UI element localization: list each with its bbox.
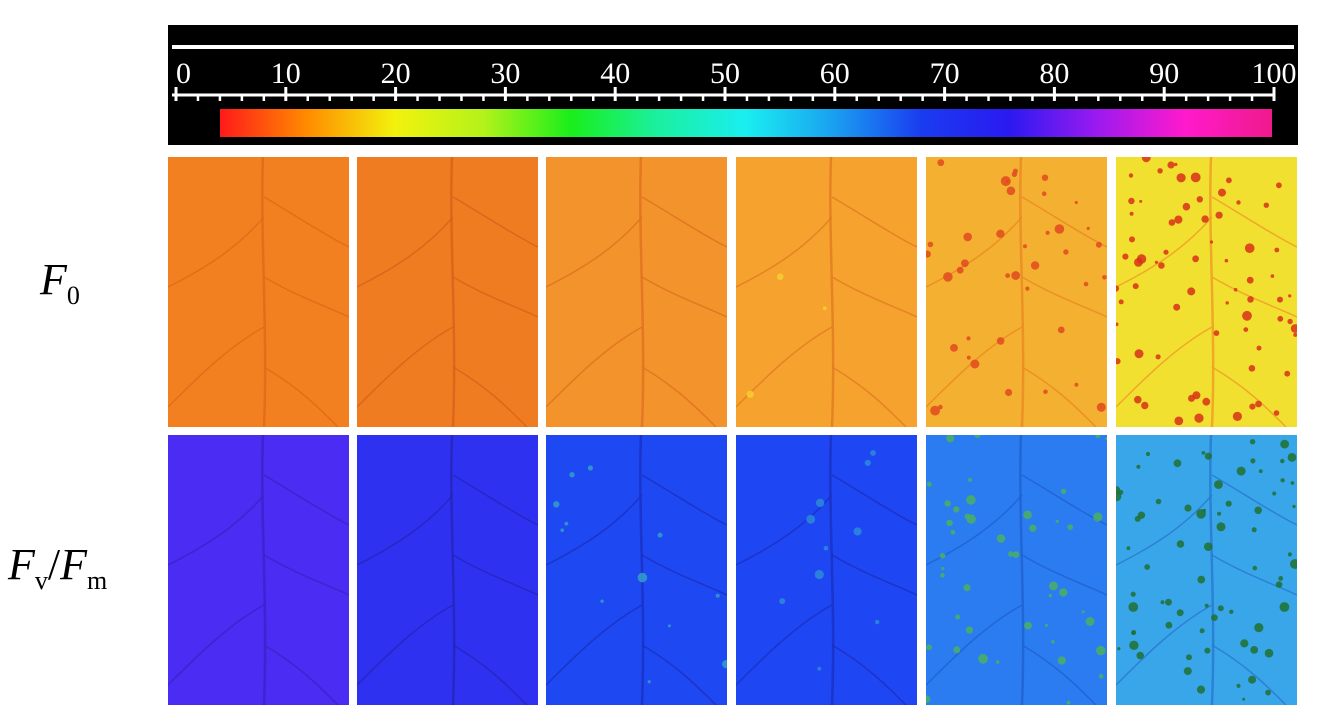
tick-label: 20 [381,57,411,90]
tick-label: 0 [176,57,191,90]
color-gradient-bar [220,109,1272,137]
f0-leaf-panel [736,157,917,427]
fvfm-slash: / [47,540,61,589]
row-label-f0: F0 [40,255,80,309]
fv-sub: v [34,566,48,595]
tick-label: 70 [930,57,960,90]
tick-labels: 0 10 20 30 40 50 60 70 80 90 100 [176,57,1297,90]
f0-sub: 0 [66,281,80,310]
tick-label: 60 [820,57,850,90]
fv-main: F [8,540,35,589]
fm-main: F [60,540,88,589]
color-scale-bar: 0 10 20 30 40 50 60 70 80 90 100 [168,25,1298,145]
tick-label: 10 [271,57,301,90]
tick-label: 50 [710,57,740,90]
f0-leaf-panel [1116,157,1297,427]
tick-label: 100 [1252,57,1297,90]
f0-leaf-panel [926,157,1107,427]
fvfm-leaf-panel [736,435,917,705]
color-scale-graphic: 0 10 20 30 40 50 60 70 80 90 100 [172,45,1297,137]
minor-ticks [174,87,1276,101]
tick-label: 30 [490,57,520,90]
tick-label: 90 [1149,57,1179,90]
fvfm-leaf-panel [926,435,1107,705]
row-label-fvfm: Fv/Fm [8,540,107,594]
fvfm-leaf-panel [357,435,538,705]
tick-label: 80 [1039,57,1069,90]
f0-leaf-panel [546,157,727,427]
f0-main: F [40,255,67,304]
tick-label: 40 [600,57,630,90]
fvfm-leaf-panel [546,435,727,705]
f0-leaf-panel [357,157,538,427]
fm-sub: m [87,566,108,595]
fvfm-leaf-panel [168,435,349,705]
fvfm-leaf-panel [1116,435,1297,705]
f0-leaf-panel [168,157,349,427]
